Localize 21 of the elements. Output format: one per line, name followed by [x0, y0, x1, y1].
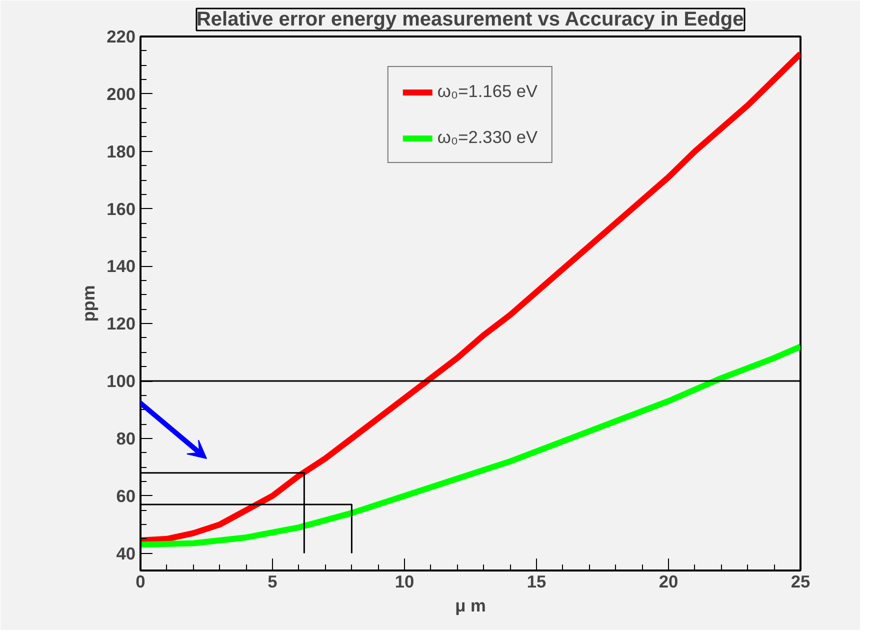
x-tick-label: 0: [136, 572, 146, 592]
x-axis-title: μ m: [455, 596, 486, 616]
y-axis-title: ppm: [78, 285, 99, 322]
legend-label: ω₀=2.330 eV: [437, 127, 538, 148]
y-tick-label: 220: [106, 26, 136, 46]
y-tick-label: 80: [116, 428, 136, 448]
x-tick-label: 15: [526, 572, 546, 592]
x-tick-label: 25: [790, 572, 810, 592]
y-tick-label: 40: [116, 543, 136, 564]
x-tick-label: 5: [268, 572, 278, 592]
y-tick-label: 180: [106, 141, 136, 162]
y-tick-label: 140: [106, 256, 136, 276]
x-tick-label: 20: [658, 572, 678, 592]
chart-title: Relative error energy measurement vs Accuracy in Eedge: [196, 8, 744, 30]
y-tick-label: 120: [106, 314, 136, 334]
y-tick-label: 100: [106, 371, 136, 392]
y-tick-label: 200: [106, 84, 136, 104]
x-tick-label: 10: [394, 572, 414, 592]
y-tick-label: 160: [106, 198, 136, 219]
y-tick-label: 60: [116, 486, 136, 506]
legend-label: ω₀=1.165 eV: [437, 81, 538, 102]
